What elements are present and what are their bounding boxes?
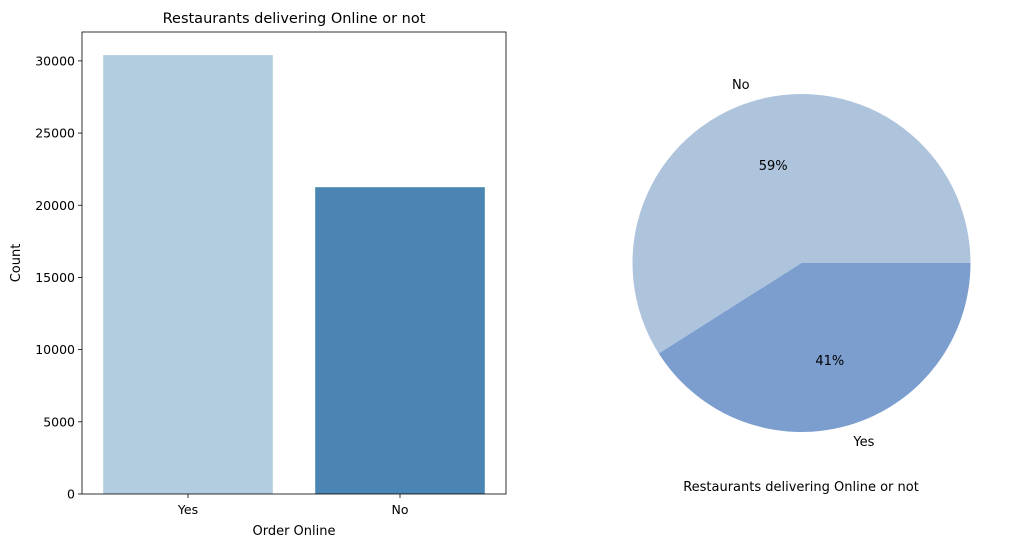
y-tick-label: 15000 <box>35 270 75 285</box>
pie-slice-yes <box>658 263 971 432</box>
y-tick-label: 20000 <box>35 198 75 213</box>
pie-pct-label: 41% <box>815 354 844 369</box>
pie-labels: No 59% Yes 41% <box>732 78 875 450</box>
bars <box>103 55 485 494</box>
pie-slices <box>632 93 971 432</box>
pie-slice-no <box>632 93 971 354</box>
y-tick-label: 5000 <box>43 414 75 429</box>
y-tick-label: 30000 <box>35 53 75 68</box>
pie-chart: No 59% Yes 41% Restaurants delivering Onlin… <box>632 78 971 495</box>
x-axis-ticks: Yes No <box>177 494 409 517</box>
x-tick-label: Yes <box>177 502 198 517</box>
y-tick-label: 25000 <box>35 126 75 141</box>
pie-pct-label: 59% <box>759 159 788 174</box>
y-tick-label: 10000 <box>35 342 75 357</box>
x-axis-label: Order Online <box>252 524 335 539</box>
bar-chart: Restaurants delivering Online or not 0 50… <box>9 11 507 539</box>
y-axis-label: Count <box>9 244 24 283</box>
y-tick-label: 0 <box>67 487 75 502</box>
pie-slice-label: No <box>732 78 750 93</box>
bar-no <box>315 187 485 494</box>
x-tick-label: No <box>392 502 409 517</box>
bar-yes <box>103 55 273 494</box>
pie-xlabel: Restaurants delivering Online or not <box>683 480 919 495</box>
y-axis-ticks: 0 5000 10000 15000 20000 25000 30000 <box>35 53 82 502</box>
bar-plot-frame <box>81 31 507 495</box>
pie-slice-label: Yes <box>852 435 874 450</box>
bar-chart-title: Restaurants delivering Online or not <box>163 11 426 27</box>
